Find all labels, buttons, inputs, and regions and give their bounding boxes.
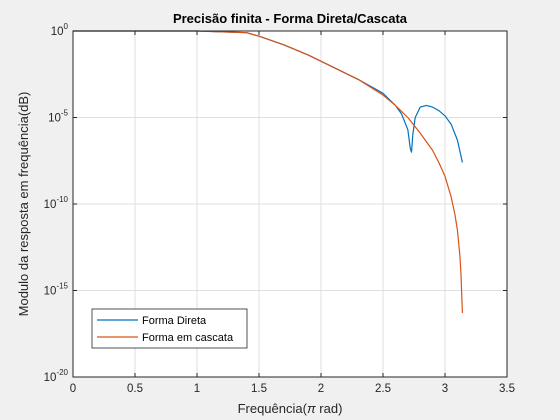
x-axis-label: Frequência(π rad) <box>238 401 343 416</box>
x-tick-label: 3 <box>442 383 448 395</box>
x-tick-label: 2.5 <box>375 383 391 395</box>
x-tick-label: 3.5 <box>499 383 515 395</box>
y-ticks: 100 10-5 10-10 10-15 10-20 <box>44 22 507 384</box>
plot-lines <box>73 30 463 314</box>
x-axis-label-pi: π <box>307 401 316 416</box>
x-tick-label: 2 <box>318 383 324 395</box>
series-line-forma-em-cascata <box>73 30 463 314</box>
x-tick-label: 0.5 <box>127 383 143 395</box>
legend-label-forma-em-cascata: Forma em cascata <box>142 332 234 344</box>
chart-title: Precisão finita - Forma Direta/Cascata <box>173 11 408 26</box>
grid <box>73 31 507 377</box>
legend: Forma Direta Forma em cascata <box>91 308 248 349</box>
y-tick-label: 10-10 <box>44 195 69 211</box>
x-axis-label-tail: rad) <box>316 401 343 416</box>
y-tick-label: 10-20 <box>44 368 69 384</box>
legend-label-forma-direta: Forma Direta <box>142 315 207 327</box>
x-axis-label-main: Frequência( <box>238 401 308 416</box>
y-tick-label: 100 <box>51 22 69 38</box>
y-tick-label: 10-15 <box>44 282 69 298</box>
x-tick-label: 0 <box>70 383 76 395</box>
y-axis-label: Modulo da resposta em frequência(dB) <box>16 92 31 317</box>
x-ticks: 0 0.5 1 1.5 2 2.5 3 3.5 <box>70 31 515 395</box>
legend-box <box>91 308 248 349</box>
x-tick-label: 1.5 <box>251 383 267 395</box>
x-tick-label: 1 <box>194 383 200 395</box>
y-tick-label: 10-5 <box>48 109 68 125</box>
